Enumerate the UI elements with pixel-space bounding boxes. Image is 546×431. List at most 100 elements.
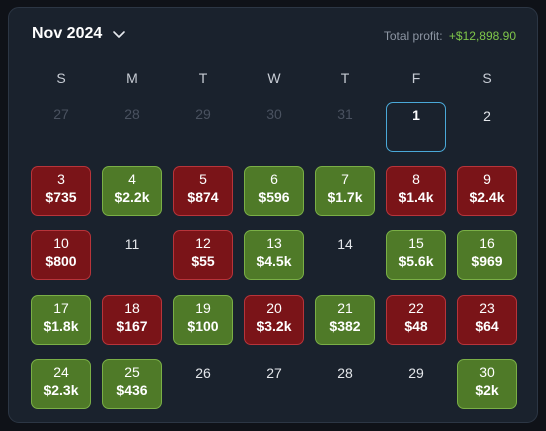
weekday-label: T [340, 70, 350, 86]
day-profit-amount: $100 [187, 318, 219, 334]
day-cell-2-5[interactable]: 15 $5.6k [386, 230, 446, 280]
day-number: 1 [412, 107, 420, 123]
day-profit-amount: $436 [116, 382, 148, 398]
day-cell-3-2[interactable]: 19 $100 [173, 295, 233, 345]
day-number: 6 [270, 171, 278, 187]
day-profit-amount: $969 [471, 253, 503, 269]
day-profit-amount: $382 [329, 318, 361, 334]
weekday-label: F [411, 70, 421, 86]
day-number: 27 [266, 365, 282, 381]
total-profit-label: Total profit: [383, 29, 443, 43]
day-number: 25 [124, 364, 140, 380]
day-cell-1-1[interactable]: 4 $2.2k [102, 166, 162, 216]
day-cell-3-4[interactable]: 21 $382 [315, 295, 375, 345]
day-number: 8 [412, 171, 420, 187]
day-cell-4-5[interactable]: 29 [386, 359, 446, 409]
day-number: 19 [195, 300, 211, 316]
day-profit-amount: $48 [404, 318, 428, 334]
day-number: 3 [57, 171, 65, 187]
weekday-label: M [126, 70, 138, 86]
month-selector[interactable]: Nov 2024 [32, 25, 126, 43]
day-number: 20 [266, 300, 282, 316]
day-profit-amount: $2.2k [114, 189, 150, 205]
day-cell-4-1[interactable]: 25 $436 [102, 359, 162, 409]
day-cell-1-4[interactable]: 7 $1.7k [315, 166, 375, 216]
day-profit-amount: $2k [475, 382, 499, 398]
day-cell-1-6[interactable]: 9 $2.4k [457, 166, 517, 216]
day-number: 23 [479, 300, 495, 316]
day-cell-3-3[interactable]: 20 $3.2k [244, 295, 304, 345]
day-number: 29 [195, 106, 211, 122]
day-cell-2-4[interactable]: 14 [315, 230, 375, 280]
day-cell-2-6[interactable]: 16 $969 [457, 230, 517, 280]
day-number: 28 [337, 365, 353, 381]
day-profit-amount: $55 [191, 253, 215, 269]
day-cell-4-3[interactable]: 27 [244, 359, 304, 409]
day-number: 15 [408, 235, 424, 251]
day-profit-amount: $2.4k [469, 189, 505, 205]
day-profit-amount: $3.2k [256, 318, 292, 334]
day-profit-amount: $1.7k [327, 189, 363, 205]
day-number: 18 [124, 300, 140, 316]
calendar-header: Nov 2024 Total profit: +$12,898.90 [9, 8, 537, 66]
day-number: 29 [408, 365, 424, 381]
day-number: 7 [341, 171, 349, 187]
day-cell-1-2[interactable]: 5 $874 [173, 166, 233, 216]
day-number: 24 [53, 364, 69, 380]
day-cell-4-2[interactable]: 26 [173, 359, 233, 409]
day-number: 16 [479, 235, 495, 251]
day-number: 26 [195, 365, 211, 381]
month-label: Nov 2024 [32, 25, 103, 42]
day-cell-4-0[interactable]: 24 $2.3k [31, 359, 91, 409]
day-cell-4-4[interactable]: 28 [315, 359, 375, 409]
day-profit-amount: $1.8k [43, 318, 79, 334]
day-cell-3-5[interactable]: 22 $48 [386, 295, 446, 345]
day-cell-3-0[interactable]: 17 $1.8k [31, 295, 91, 345]
day-number: 27 [53, 106, 69, 122]
day-number: 12 [195, 235, 211, 251]
chevron-down-icon [113, 31, 126, 38]
day-profit-amount: $2.3k [43, 382, 79, 398]
day-cell-1-0[interactable]: 3 $735 [31, 166, 91, 216]
day-cell-2-0[interactable]: 10 $800 [31, 230, 91, 280]
day-profit-amount: $874 [187, 189, 219, 205]
day-number: 22 [408, 300, 424, 316]
day-profit-amount: $4.5k [256, 253, 292, 269]
day-cell-0-4: 31 [315, 102, 375, 152]
day-cell-4-6[interactable]: 30 $2k [457, 359, 517, 409]
day-profit-amount: $735 [45, 189, 77, 205]
day-profit-amount: $1.4k [398, 189, 434, 205]
day-cell-1-5[interactable]: 8 $1.4k [386, 166, 446, 216]
day-profit-amount: $5.6k [398, 253, 434, 269]
day-number: 31 [337, 106, 353, 122]
day-number: 21 [337, 300, 353, 316]
total-profit-value: +$12,898.90 [448, 29, 516, 43]
day-number: 28 [124, 106, 140, 122]
day-profit-amount: $596 [258, 189, 290, 205]
profit-calendar: Nov 2024 Total profit: +$12,898.90 S M T W T… [8, 7, 538, 423]
weekday-label: T [198, 70, 208, 86]
day-cell-3-1[interactable]: 18 $167 [102, 295, 162, 345]
day-cell-0-0: 27 [31, 102, 91, 152]
day-profit-amount: $800 [45, 253, 77, 269]
day-cell-2-2[interactable]: 12 $55 [173, 230, 233, 280]
day-profit-amount: $64 [475, 318, 499, 334]
weekday-label: W [267, 70, 281, 86]
total-profit: Total profit: +$12,898.90 [384, 29, 516, 43]
day-number: 30 [479, 364, 495, 380]
day-cell-0-1: 28 [102, 102, 162, 152]
weekday-label: S [482, 70, 492, 86]
day-cell-0-5[interactable]: 1 [386, 102, 446, 152]
day-cell-2-1[interactable]: 11 [102, 230, 162, 280]
day-cell-1-3[interactable]: 6 $596 [244, 166, 304, 216]
day-number: 11 [124, 236, 140, 252]
day-number: 9 [483, 171, 491, 187]
day-cell-3-6[interactable]: 23 $64 [457, 295, 517, 345]
day-number: 13 [266, 235, 282, 251]
day-cell-0-3: 30 [244, 102, 304, 152]
day-profit-amount: $167 [116, 318, 148, 334]
day-cell-0-2: 29 [173, 102, 233, 152]
day-cell-0-6[interactable]: 2 [457, 102, 517, 152]
day-cell-2-3[interactable]: 13 $4.5k [244, 230, 304, 280]
day-number: 5 [199, 171, 207, 187]
